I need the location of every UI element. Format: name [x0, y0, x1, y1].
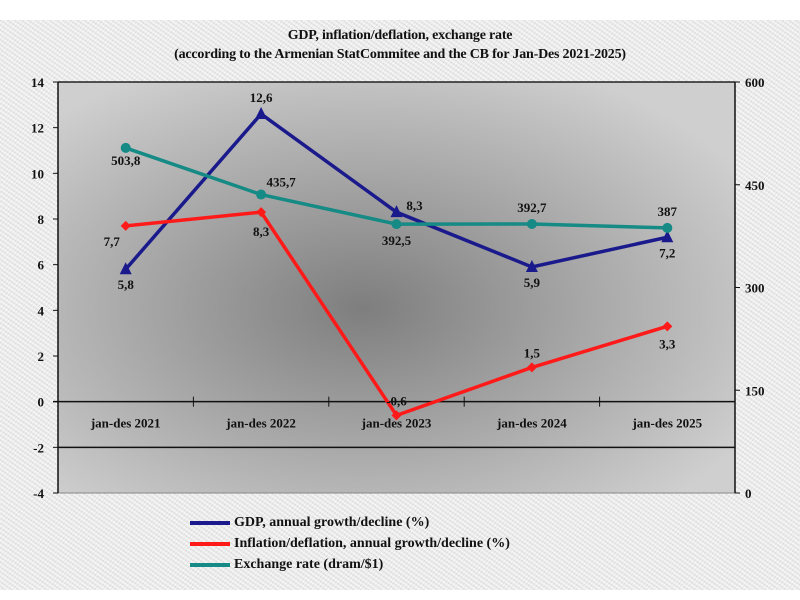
- data-label: 1,5: [524, 345, 541, 360]
- data-label: 8,3: [406, 198, 423, 213]
- legend-swatch-circle-icon: [190, 562, 230, 567]
- right-tick-label: 450: [745, 178, 765, 193]
- data-label: 435,7: [266, 175, 296, 190]
- data-label: 392,7: [517, 200, 547, 215]
- legend-item: Inflation/deflation, annual growth/decli…: [190, 533, 510, 554]
- category-label: jan-des 2023: [361, 416, 432, 431]
- data-point-diamond: [526, 362, 537, 373]
- chart-title: GDP, inflation/deflation, exchange rate …: [0, 26, 800, 64]
- data-label: 387: [658, 204, 678, 219]
- title-line: GDP, inflation/deflation, exchange rate: [287, 28, 513, 43]
- data-label: -0,6: [386, 393, 407, 408]
- data-label: 8,3: [253, 224, 270, 239]
- category-label: jan-des 2025: [631, 416, 702, 431]
- right-tick-label: 600: [745, 75, 765, 90]
- subtitle-line: (according to the Armenian StatCommitee …: [174, 47, 626, 62]
- data-point-circle: [256, 189, 267, 200]
- legend-swatch-diamond-icon: [190, 541, 230, 546]
- right-tick-label: 150: [745, 383, 765, 398]
- data-label: 7,7: [104, 234, 121, 249]
- left-tick-label: 2: [38, 349, 45, 364]
- legend-swatch-triangle-icon: [190, 520, 230, 525]
- category-label: jan-des 2024: [496, 416, 567, 431]
- legend: GDP, annual growth/decline (%) Inflation/…: [190, 512, 510, 575]
- data-point-triangle: [525, 259, 538, 272]
- data-point-diamond: [662, 321, 673, 332]
- data-label: 12,6: [250, 90, 273, 105]
- data-point-triangle: [255, 106, 268, 119]
- right-tick-label: 0: [745, 486, 752, 501]
- data-label: 7,2: [659, 245, 675, 260]
- legend-item: Exchange rate (dram/$1): [190, 554, 510, 575]
- data-label: 5,8: [118, 277, 135, 292]
- data-point-circle: [526, 219, 537, 230]
- legend-label: Exchange rate (dram/$1): [234, 556, 384, 572]
- data-label: 5,9: [524, 275, 541, 290]
- data-label: 503,8: [111, 153, 141, 168]
- category-label: jan-des 2022: [225, 416, 296, 431]
- data-label: 3,3: [659, 336, 676, 351]
- left-tick-label: 12: [31, 121, 44, 136]
- left-tick-label: 8: [38, 212, 45, 227]
- right-tick-label: 300: [745, 281, 765, 296]
- category-label: jan-des 2021: [90, 416, 161, 431]
- data-point-circle: [120, 142, 131, 153]
- left-tick-label: 10: [31, 166, 44, 181]
- legend-label: Inflation/deflation, annual growth/decli…: [234, 535, 510, 551]
- left-tick-label: -2: [33, 440, 44, 455]
- legend-label: GDP, annual growth/decline (%): [234, 514, 430, 530]
- data-point-circle: [662, 222, 673, 233]
- left-tick-label: -4: [33, 486, 44, 501]
- legend-item: GDP, annual growth/decline (%): [190, 512, 510, 533]
- data-point-circle: [391, 219, 402, 230]
- data-point-diamond: [391, 410, 402, 421]
- data-point-diamond: [256, 207, 267, 218]
- data-label: 392,5: [382, 233, 412, 248]
- data-point-triangle: [661, 230, 674, 243]
- left-tick-label: 4: [38, 303, 45, 318]
- data-point-diamond: [120, 220, 131, 231]
- left-tick-label: 0: [38, 395, 45, 410]
- plot-area: [57, 81, 736, 494]
- data-point-triangle: [119, 262, 132, 275]
- left-tick-label: 14: [31, 75, 45, 90]
- left-tick-label: 6: [38, 258, 45, 273]
- data-point-triangle: [390, 205, 403, 218]
